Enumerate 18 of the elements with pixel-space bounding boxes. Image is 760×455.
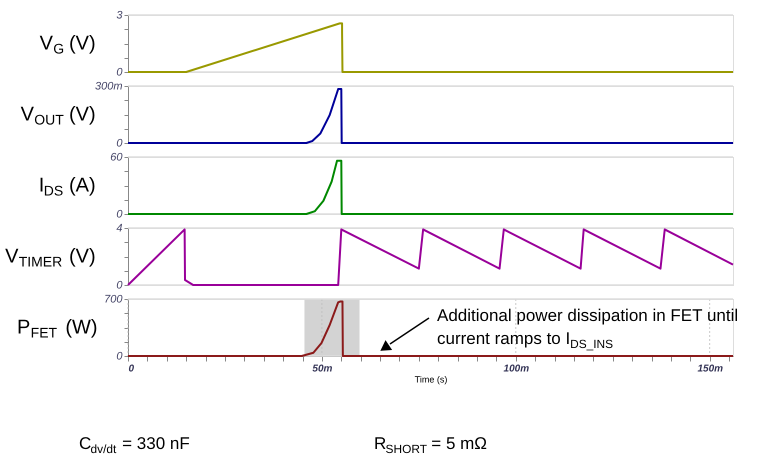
x-tick-label: 0 xyxy=(128,364,134,374)
y-tick-label: 700 xyxy=(104,294,124,306)
line-series xyxy=(127,88,734,144)
y-tick-label: 60 xyxy=(110,152,124,164)
line-series xyxy=(127,228,734,286)
x-tick-label: 100m xyxy=(504,364,530,374)
x-tick-label: 50m xyxy=(312,364,333,374)
y-tick-label: 3 xyxy=(116,10,124,22)
x-tick-label: 150m xyxy=(697,364,724,374)
y-tick-label: 300m xyxy=(94,80,122,92)
y-tick-label: 4 xyxy=(116,222,122,234)
y-tick-label: 0 xyxy=(116,350,124,362)
y-tick-label: 0 xyxy=(116,208,124,220)
y-tick-label: 0 xyxy=(116,138,124,150)
y-tick-label: 0 xyxy=(116,280,124,292)
x-axis-title: Time (s) xyxy=(414,374,448,384)
line-series xyxy=(127,160,734,215)
y-tick-label: 0 xyxy=(116,66,124,78)
